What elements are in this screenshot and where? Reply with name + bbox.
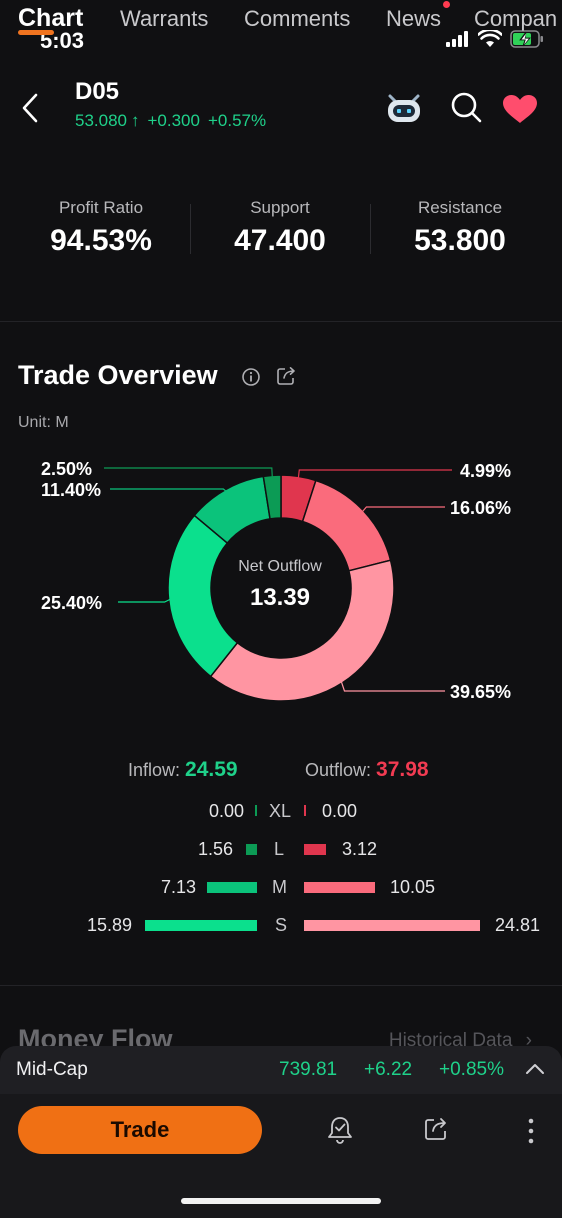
more-options-icon[interactable] [526, 1117, 536, 1145]
inflow-summary: Inflow: 24.59 [128, 758, 238, 782]
donut-leader-line [110, 488, 227, 492]
tab-news[interactable]: News [386, 6, 442, 31]
active-tab-indicator [18, 30, 54, 35]
size-label-s: S [275, 915, 288, 935]
home-indicator [181, 1198, 381, 1204]
stat-resistance: Resistance 53.800 [370, 198, 550, 258]
index-change-percent: +0.85% [439, 1059, 504, 1080]
slice-label-inflow-m: 25.40% [41, 593, 103, 613]
back-icon[interactable] [18, 92, 42, 124]
price-change-percent: +0.57% [207, 111, 267, 130]
outflow-label: Outflow: [305, 760, 372, 780]
battery-charging-icon [510, 30, 543, 48]
donut-leader-line [104, 467, 273, 478]
favorite-heart-icon[interactable] [502, 94, 538, 124]
outflow-s-bar [304, 920, 480, 931]
stat-profit-ratio: Profit Ratio 94.53% [11, 198, 191, 258]
size-label-xl: XL [269, 801, 292, 821]
slice-label-inflow-xl: 2.50% [41, 459, 93, 479]
donut-slice-outflow-s [209, 559, 395, 702]
outflow-l-bar [304, 844, 326, 855]
trade-overview-title: Trade Overview [18, 360, 218, 390]
divider [370, 204, 371, 254]
inflow-l-bar [246, 844, 257, 855]
index-name: Mid-Cap [16, 1059, 88, 1080]
section-divider [0, 985, 562, 986]
search-icon[interactable] [449, 90, 483, 124]
historical-data-link[interactable]: Historical Data › [389, 1030, 532, 1052]
section-divider [0, 321, 562, 322]
info-icon[interactable] [241, 367, 261, 387]
donut-leader-line [297, 469, 452, 479]
donut-leader-line [361, 506, 445, 513]
tab-comments[interactable]: Comments [244, 6, 351, 31]
slice-label-outflow-s: 39.65% [450, 682, 512, 702]
last-price: 53.080 [75, 111, 127, 130]
price-alert-bell-icon[interactable] [326, 1115, 354, 1145]
stat-support: Support 47.400 [190, 198, 370, 258]
donut-center: Net Outflow 13.39 [200, 558, 360, 612]
wifi-icon [478, 30, 502, 47]
ticker-symbol: D05 [75, 78, 120, 105]
news-unread-dot [443, 1, 450, 8]
up-arrow-icon: ↑ [131, 111, 140, 130]
stat-label: Profit Ratio [58, 198, 144, 217]
trade-overview-donut-chart [104, 467, 452, 702]
share-icon[interactable] [423, 1116, 449, 1142]
robot-assistant-icon[interactable] [384, 90, 424, 126]
inflow-label: Inflow: [128, 760, 181, 780]
tab-chart[interactable]: Chart [18, 4, 84, 32]
inflow-xl-value: 0.00 [208, 801, 244, 821]
donut-slice-inflow-xl [262, 474, 282, 520]
size-label-m: M [272, 877, 287, 897]
index-change: +6.22 [364, 1059, 413, 1080]
stat-label: Resistance [417, 198, 503, 217]
tab-warrants[interactable]: Warrants [120, 6, 209, 31]
outflow-xl-value: 0.00 [322, 801, 358, 821]
net-flow-label: Net Outflow [238, 558, 322, 575]
inflow-l-value: 1.56 [197, 839, 233, 859]
chevron-up-icon[interactable] [525, 1062, 545, 1076]
size-label-l: L [274, 839, 285, 859]
outflow-l-value: 3.12 [342, 839, 378, 859]
signal-icon [446, 31, 468, 47]
inflow-s-value: 15.89 [86, 915, 132, 935]
outflow-m-value: 10.05 [390, 877, 436, 897]
stat-value: 94.53% [50, 224, 152, 257]
inflow-m-bar [207, 882, 257, 893]
stat-label: Support [250, 198, 310, 217]
share-icon[interactable] [276, 366, 298, 386]
tab-company[interactable]: Compan [474, 6, 558, 31]
slice-label-outflow-xl: 4.99% [460, 461, 512, 481]
net-flow-value: 13.39 [249, 584, 311, 611]
index-value: 739.81 [279, 1059, 338, 1080]
slice-label-inflow-l: 11.40% [41, 480, 102, 500]
inflow-value: 24.59 [185, 758, 238, 781]
inflow-m-value: 7.13 [160, 877, 196, 897]
stat-value: 53.800 [414, 224, 506, 257]
historical-data-label: Historical Data [388, 1030, 513, 1051]
divider [190, 204, 191, 254]
slice-label-outflow-l: 16.06% [450, 498, 512, 518]
outflow-value: 37.98 [376, 758, 429, 781]
outflow-m-bar [304, 882, 375, 893]
outflow-s-value: 24.81 [495, 915, 541, 935]
donut-leader-line [340, 681, 445, 692]
index-ticker-bar[interactable] [0, 1046, 562, 1094]
donut-leader-line [118, 598, 171, 603]
trade-button[interactable]: Trade [18, 1106, 262, 1154]
outflow-summary: Outflow: 37.98 [305, 758, 429, 782]
price-change: +0.300 [147, 111, 200, 130]
status-icons [446, 30, 544, 48]
chevron-right-icon: › [525, 1030, 532, 1051]
inflow-s-bar [145, 920, 257, 931]
tab-bar: Chart Warrants Comments News Compan [0, 0, 562, 40]
unit-label: Unit: M [18, 414, 69, 431]
price-quote: 53.080 ↑ +0.300 +0.57% [75, 111, 266, 131]
inflow-xl-bar [255, 805, 257, 816]
stat-value: 47.400 [234, 224, 326, 257]
outflow-xl-bar [304, 805, 306, 816]
